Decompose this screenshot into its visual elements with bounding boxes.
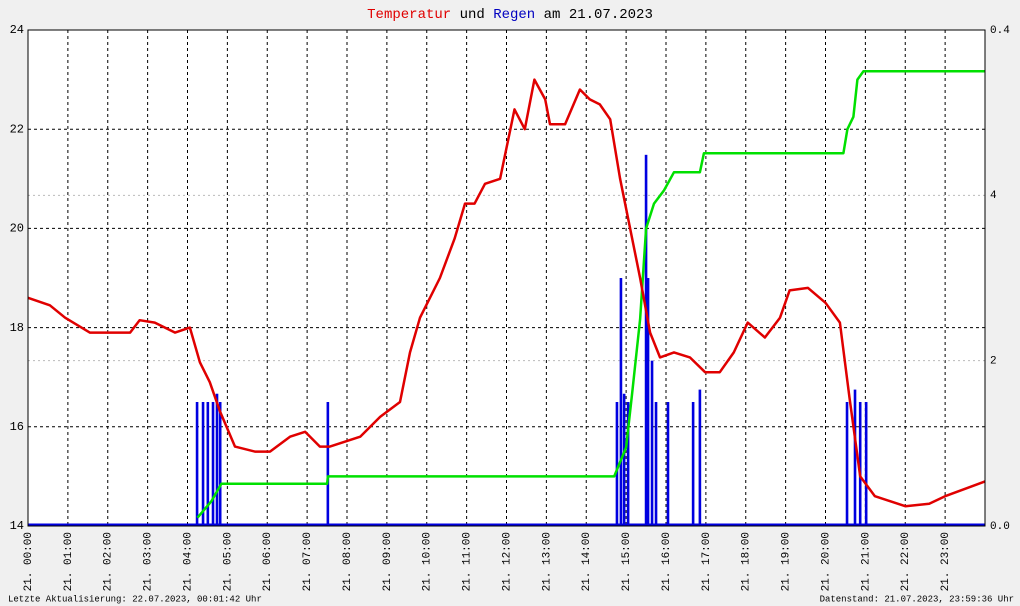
x-tick-label: 21. 05:00 [222, 532, 234, 591]
x-tick-label: 21. 15:00 [621, 532, 633, 591]
x-tick-label: 21. 01:00 [63, 532, 75, 591]
x-tick-label: 21. 12:00 [501, 532, 513, 591]
y2-tick-label: 0.0 [990, 521, 1010, 533]
y-tick-label: 16 [10, 420, 24, 434]
footer-right: Datenstand: 21.07.2023, 23:59:36 Uhr [820, 594, 1014, 604]
bar [211, 402, 215, 526]
bar [626, 402, 630, 526]
x-tick-label: 21. 19:00 [781, 532, 793, 591]
chart-title: Temperatur und Regen am 21.07.2023 [367, 7, 653, 23]
y-tick-label: 20 [10, 222, 24, 236]
bar [666, 402, 670, 526]
bar [845, 402, 849, 526]
bar [326, 402, 330, 526]
y-tick-label: 18 [10, 321, 24, 335]
line [196, 70, 985, 519]
x-tick-label: 21. 14:00 [581, 532, 593, 591]
x-tick-label: 21. 10:00 [422, 532, 434, 591]
bar [691, 402, 695, 526]
bar [615, 402, 619, 526]
bar [654, 402, 658, 526]
x-tick-label: 21. 16:00 [661, 532, 673, 591]
x-tick-label: 21. 09:00 [382, 532, 394, 591]
x-tick-label: 21. 22:00 [900, 532, 912, 591]
x-tick-label: 21. 21:00 [860, 532, 872, 591]
y2-tick-label: 4 [990, 190, 997, 202]
bar [858, 402, 862, 526]
x-tick-label: 21. 18:00 [741, 532, 753, 591]
title-part: Regen [493, 7, 535, 23]
bar [644, 154, 648, 526]
x-tick-label: 21. 02:00 [103, 532, 115, 591]
bar [201, 402, 205, 526]
y-tick-label: 24 [10, 23, 24, 37]
y2-tick-label: 0.4 [990, 25, 1010, 37]
x-tick-label: 21. 03:00 [143, 532, 155, 591]
bar [853, 389, 857, 526]
x-tick-label: 21. 08:00 [342, 532, 354, 591]
line [27, 78, 986, 508]
bar [622, 393, 626, 526]
x-tick-label: 21. 20:00 [820, 532, 832, 591]
bar [646, 278, 650, 526]
bar [650, 360, 654, 526]
bar [195, 402, 199, 526]
bar [218, 402, 222, 526]
plot-border [27, 29, 986, 527]
title-part: und [460, 7, 485, 23]
x-tick-label: 21. 13:00 [541, 532, 553, 591]
x-tick-label: 21. 00:00 [23, 532, 35, 591]
y-tick-label: 14 [10, 519, 24, 533]
x-tick-label: 21. 04:00 [182, 532, 194, 591]
title-part: Temperatur [367, 7, 451, 23]
bar [864, 402, 868, 526]
x-tick-label: 21. 11:00 [462, 532, 474, 591]
x-tick-label: 21. 06:00 [262, 532, 274, 591]
y2-tick-label: 2 [990, 356, 997, 368]
y-tick-label: 22 [10, 122, 24, 136]
bar [215, 393, 219, 526]
title-part: am 21.07.2023 [544, 7, 653, 23]
bar [206, 402, 210, 526]
x-tick-label: 21. 17:00 [701, 532, 713, 591]
bar [698, 389, 702, 526]
x-tick-label: 21. 07:00 [302, 532, 314, 591]
bar [619, 278, 623, 526]
footer-left: Letzte Aktualisierung: 22.07.2023, 00:01… [8, 594, 262, 604]
x-tick-label: 21. 23:00 [940, 532, 952, 591]
